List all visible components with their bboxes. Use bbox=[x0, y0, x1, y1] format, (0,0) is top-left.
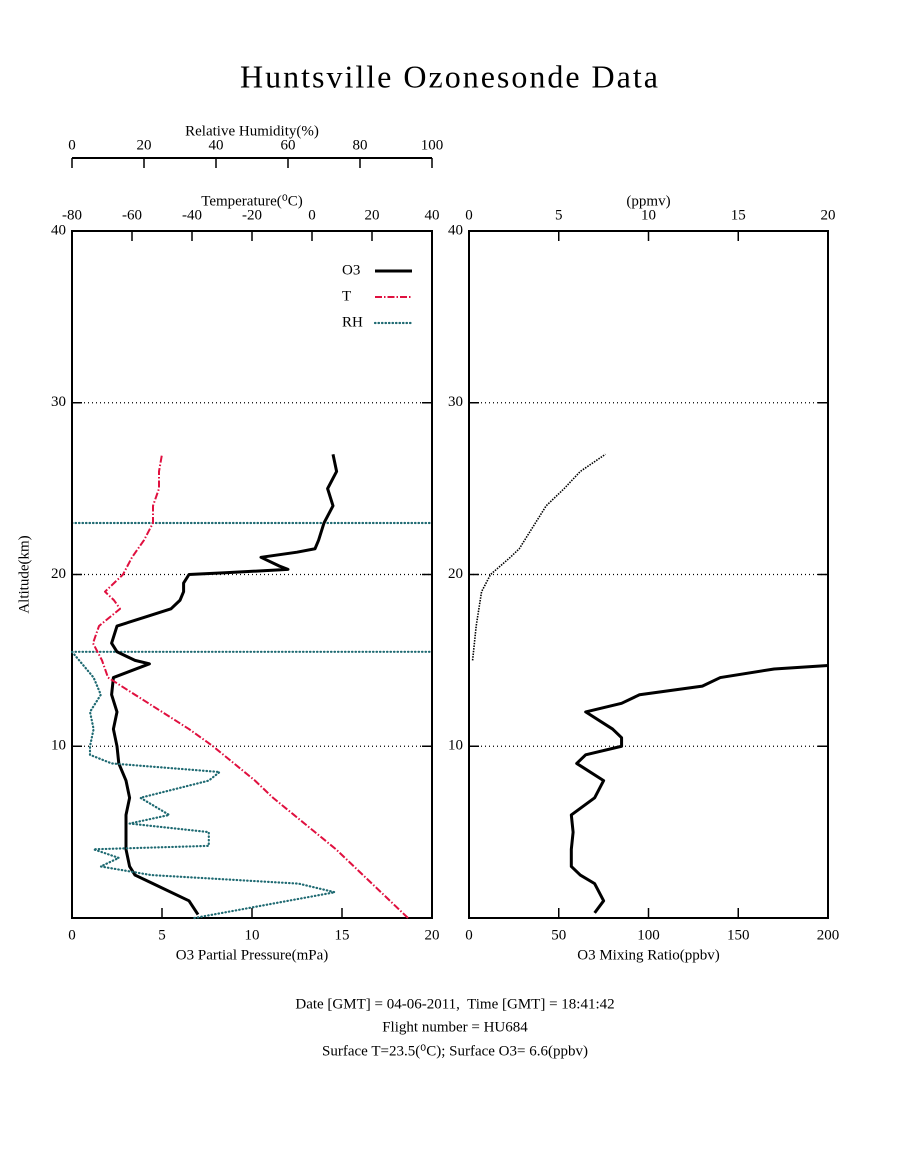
x2-axis-label: Temperature(⁰C) bbox=[201, 193, 303, 209]
y-tick-label: 20 bbox=[448, 566, 463, 582]
x-tick-label: 20 bbox=[425, 927, 440, 943]
x2-tick-label: 20 bbox=[365, 207, 380, 223]
x2-tick-label: 40 bbox=[425, 207, 440, 223]
x-axis-label: O3 Partial Pressure(mPa) bbox=[176, 947, 328, 963]
x2-tick-label: 20 bbox=[821, 207, 836, 223]
series-line bbox=[70, 650, 336, 920]
x2-tick-label: -40 bbox=[182, 207, 202, 223]
x3-tick-label: 20 bbox=[137, 137, 152, 153]
x3-tick-label: 40 bbox=[209, 137, 224, 153]
x2-tick-label: 0 bbox=[465, 207, 473, 223]
x3-tick-label: 60 bbox=[281, 137, 296, 153]
y-tick-label: 30 bbox=[51, 394, 66, 410]
x2-tick-label: -20 bbox=[242, 207, 262, 223]
footer-line: Flight number = HU684 bbox=[382, 1019, 528, 1035]
series-line bbox=[569, 664, 829, 914]
y-tick-label: 40 bbox=[448, 222, 463, 238]
legend-label: T bbox=[342, 288, 351, 304]
x3-tick-label: 0 bbox=[68, 137, 76, 153]
x-tick-label: 150 bbox=[727, 927, 750, 943]
legend-label: O3 bbox=[342, 262, 360, 278]
x-tick-label: 200 bbox=[817, 927, 840, 943]
y-tick-label: 40 bbox=[51, 222, 66, 238]
series-line bbox=[92, 454, 409, 919]
x3-tick-label: 100 bbox=[421, 137, 444, 153]
x2-tick-label: -60 bbox=[122, 207, 142, 223]
y-tick-label: 30 bbox=[448, 394, 463, 410]
x-tick-label: 15 bbox=[335, 927, 350, 943]
series-line bbox=[471, 453, 606, 661]
x2-tick-label: 5 bbox=[555, 207, 563, 223]
legend-label: RH bbox=[342, 314, 363, 330]
page-title: Huntsville Ozonesonde Data bbox=[240, 58, 660, 94]
x3-axis-label: Relative Humidity(%) bbox=[185, 123, 319, 139]
x3-tick-label: 80 bbox=[353, 137, 368, 153]
x-tick-label: 0 bbox=[465, 927, 473, 943]
x2-axis-label: (ppmv) bbox=[626, 193, 670, 209]
x-tick-label: 0 bbox=[68, 927, 76, 943]
x2-tick-label: 10 bbox=[641, 207, 656, 223]
y-tick-label: 10 bbox=[448, 738, 463, 754]
y-tick-label: 10 bbox=[51, 738, 66, 754]
y-axis-label: Altitude(km) bbox=[16, 535, 32, 613]
x-tick-label: 10 bbox=[245, 927, 260, 943]
x2-tick-label: -80 bbox=[62, 207, 82, 223]
footer-line: Surface T=23.5(⁰C); Surface O3= 6.6(ppbv… bbox=[322, 1043, 588, 1059]
series-line bbox=[110, 453, 339, 916]
x-tick-label: 50 bbox=[551, 927, 566, 943]
x2-tick-label: 15 bbox=[731, 207, 746, 223]
y-tick-label: 20 bbox=[51, 566, 66, 582]
x-axis-label: O3 Mixing Ratio(ppbv) bbox=[577, 947, 720, 963]
footer-line: Date [GMT] = 04-06-2011, Time [GMT] = 18… bbox=[295, 996, 614, 1012]
x-tick-label: 100 bbox=[637, 927, 660, 943]
x-tick-label: 5 bbox=[158, 927, 166, 943]
x2-tick-label: 0 bbox=[308, 207, 316, 223]
